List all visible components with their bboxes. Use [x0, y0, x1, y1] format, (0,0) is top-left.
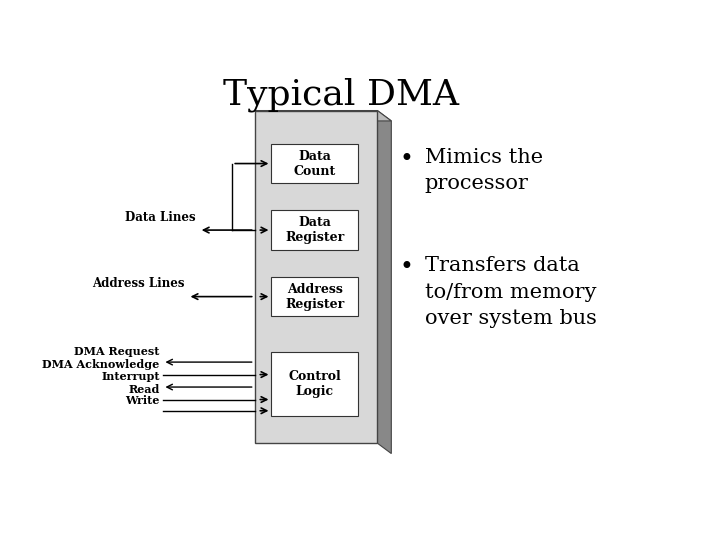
Text: Address Lines: Address Lines — [92, 278, 185, 291]
Text: Data
Register: Data Register — [285, 216, 344, 244]
Text: Data Lines: Data Lines — [125, 211, 196, 224]
Text: Address
Register: Address Register — [285, 282, 344, 310]
Text: Typical DMA: Typical DMA — [223, 77, 459, 112]
Text: Interrupt: Interrupt — [102, 371, 160, 382]
Text: DMA Acknowledge: DMA Acknowledge — [42, 359, 160, 369]
Polygon shape — [377, 111, 392, 454]
Text: Control
Logic: Control Logic — [288, 370, 341, 398]
Text: •: • — [400, 148, 413, 171]
Bar — [255, 111, 377, 443]
Text: Read: Read — [128, 383, 160, 395]
Text: Data
Count: Data Count — [294, 150, 336, 178]
Bar — [271, 277, 358, 316]
Polygon shape — [255, 111, 392, 121]
Text: Write: Write — [125, 395, 160, 406]
Bar — [271, 144, 358, 183]
Text: Transfers data
to/from memory
over system bus: Transfers data to/from memory over syste… — [425, 256, 597, 328]
Bar — [271, 352, 358, 416]
Text: Mimics the
processor: Mimics the processor — [425, 148, 543, 193]
Text: DMA Request: DMA Request — [74, 346, 160, 357]
Bar — [271, 210, 358, 250]
Text: •: • — [400, 256, 413, 279]
